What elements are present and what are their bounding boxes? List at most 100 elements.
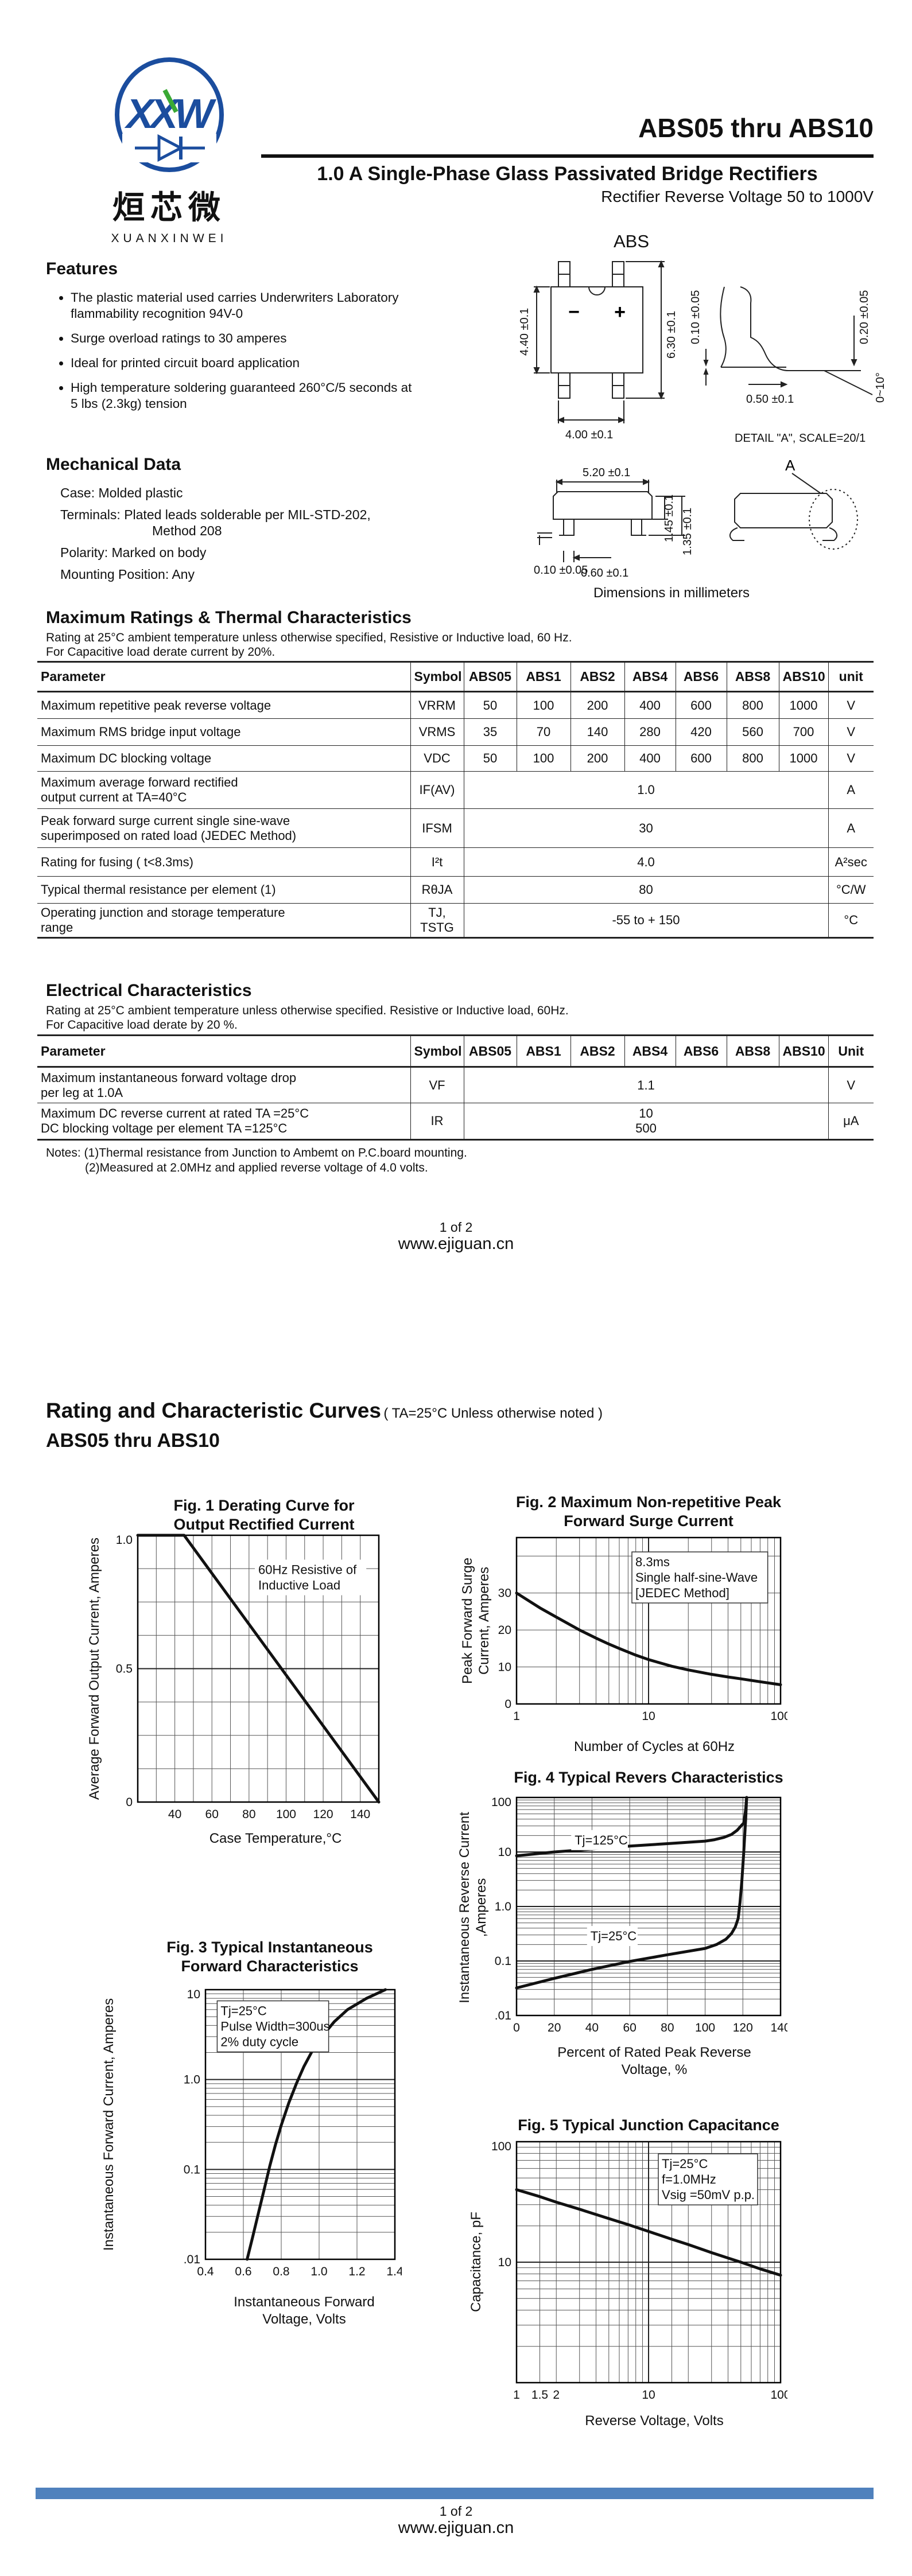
- y-tick-label: .01: [495, 2009, 511, 2022]
- fig2-xlabel: Number of Cycles at 60Hz: [573, 1739, 735, 1754]
- table-cell: IR: [410, 1103, 464, 1141]
- annotation-box: [571, 1830, 628, 1850]
- y-tick-label: .01: [184, 2253, 200, 2266]
- x-tick-label: 60: [205, 1808, 219, 1821]
- x-tick-label: 1: [513, 2388, 520, 2402]
- dim-side-pin: 0.60 ±0.1: [581, 567, 628, 579]
- table-cell: VF: [410, 1067, 464, 1103]
- table-cell: Peak forward surge current single sine-w…: [37, 808, 410, 848]
- annotation-box: [587, 1926, 638, 1946]
- x-tick-label: 100: [770, 1710, 787, 1723]
- table-cell: TJ, TSTG: [410, 903, 464, 939]
- mech-polarity: Polarity: Marked on body: [60, 545, 207, 560]
- table-cell: 100: [516, 745, 571, 772]
- column-header: ABS05: [463, 1034, 517, 1068]
- x-tick-label: 120: [733, 2021, 753, 2034]
- dim-lead-width: 0.50 ±0.1: [746, 393, 794, 406]
- y-tick-label: 0: [504, 1698, 511, 1711]
- feature-item: Ideal for printed circuit board applicat…: [71, 355, 415, 371]
- dim-lead-thickness: 0.10 ±0.05: [689, 290, 702, 344]
- x-tick-label: 10: [642, 1710, 655, 1723]
- column-header: ABS10: [778, 1034, 828, 1068]
- table-cell: VRMS: [410, 718, 464, 746]
- x-tick-label: 20: [548, 2021, 561, 2034]
- polarity-plus: +: [614, 301, 626, 323]
- electrical-note1: Rating at 25°C ambient temperature unles…: [46, 1004, 569, 1017]
- dimensions-caption: Dimensions in millimeters: [593, 585, 750, 601]
- annotation-text: 60Hz Resistive of: [258, 1563, 357, 1577]
- table-cell: 700: [778, 718, 828, 746]
- table-cell: V: [828, 691, 874, 719]
- x-tick-label: 40: [168, 1808, 181, 1821]
- x-tick-label: 100: [770, 2388, 787, 2402]
- table-row: Maximum instantaneous forward voltage dr…: [37, 1067, 874, 1103]
- annotation-box: [255, 1559, 367, 1596]
- table-cell: 140: [570, 718, 624, 746]
- subtitle: 1.0 A Single-Phase Glass Passivated Brid…: [317, 163, 818, 185]
- features-heading: Features: [46, 259, 118, 278]
- y-tick-label: 0.1: [184, 2163, 200, 2176]
- fig5-xlabel: Reverse Voltage, Volts: [585, 2413, 724, 2429]
- column-header: Symbol: [410, 661, 464, 692]
- electrical-heading: Electrical Characteristics: [46, 981, 252, 1000]
- table-cell: 70: [516, 718, 571, 746]
- annotation-box: [658, 2153, 758, 2205]
- table-cell: 1000: [778, 691, 828, 719]
- curve: [136, 1534, 381, 1804]
- table-cell: Maximum DC blocking voltage: [37, 745, 410, 772]
- x-tick-label: 120: [313, 1808, 333, 1821]
- y-tick-label: 10: [498, 1846, 511, 1859]
- y-tick-label: 100: [491, 2140, 511, 2153]
- table-cell: -55 to + 150: [463, 903, 828, 939]
- table-cell: 80: [463, 876, 828, 904]
- x-tick-label: 0: [513, 2021, 520, 2034]
- feature-item: The plastic material used carries Underw…: [71, 290, 415, 322]
- y-tick-label: 30: [498, 1587, 511, 1600]
- table-cell: 100: [516, 691, 571, 719]
- table-cell: °C: [828, 903, 874, 939]
- table-cell: 800: [726, 745, 779, 772]
- table-row: Maximum DC reverse current at rated TA =…: [37, 1103, 874, 1141]
- y-tick-label: 0.1: [495, 1955, 511, 1968]
- fig1-plot: 40 60 80 100 120 140 1.0 0.5 0 60Hz Resistive ofI…: [116, 1534, 381, 1821]
- electrical-note2: For Capacitive load derate by 20 %.: [46, 1018, 238, 1032]
- table-cell: 50: [463, 691, 517, 719]
- table-cell: 200: [570, 691, 624, 719]
- table-cell: 35: [463, 718, 517, 746]
- table-cell: 1.1: [463, 1067, 828, 1103]
- table-cell: 800: [726, 691, 779, 719]
- dim-lead-thickness2: 0.20 ±0.05: [858, 290, 871, 344]
- page2-website-link[interactable]: www.ejiguan.cn: [398, 2519, 514, 2537]
- footer-divider-bar: [36, 2488, 874, 2499]
- annotation-text: Tj=125°C: [575, 1833, 628, 1847]
- fig3-xlabel: Instantaneous Forward Voltage, Volts: [234, 2294, 375, 2327]
- max-ratings-note2: For Capacitive load derate current by 20…: [46, 645, 275, 659]
- plot-frame: [515, 1796, 782, 2017]
- annotation-box: [631, 1551, 769, 1604]
- column-header: ABS4: [624, 661, 676, 692]
- annotation-text: Inductive Load: [258, 1578, 340, 1593]
- mechanical-heading: Mechanical Data: [46, 455, 181, 474]
- curve: [515, 1591, 782, 1686]
- table-cell: 10 500: [463, 1103, 828, 1141]
- table-cell: °C/W: [828, 876, 874, 904]
- curves-subheading: ABS05 thru ABS10: [46, 1430, 220, 1452]
- fig5-title: Fig. 5 Typical Junction Capacitance: [518, 2116, 779, 2134]
- annotation-text: Vsig =50mV p.p.: [662, 2188, 755, 2202]
- x-tick-label: 0.6: [235, 2265, 251, 2278]
- fig4-plot: 0 20 40 60 80 100 120 140 100 10 1.0 0.1 .01 Tj=125°C…: [491, 1796, 787, 2034]
- table-row: Typical thermal resistance per element (…: [37, 876, 874, 904]
- annotation-text: Tj=25°C: [591, 1929, 637, 1943]
- dim-total-height: 6.30 ±0.1: [665, 311, 678, 359]
- table-cell: 420: [675, 718, 727, 746]
- polarity-minus: −: [568, 301, 580, 323]
- page1-website-link[interactable]: www.ejiguan.cn: [398, 1235, 514, 1253]
- title-rule: [261, 154, 874, 158]
- detail-a-caption: DETAIL "A", SCALE=20/1: [735, 432, 866, 445]
- detail-a-label: A: [785, 457, 795, 474]
- dim-side-h1: 1.45 ±0.1: [663, 495, 676, 542]
- table-row: Rating for fusing ( t<8.3ms) I²t 4.0 A²sec: [37, 847, 874, 877]
- plot-frame: [204, 1989, 396, 2260]
- column-header: ABS1: [516, 1034, 571, 1068]
